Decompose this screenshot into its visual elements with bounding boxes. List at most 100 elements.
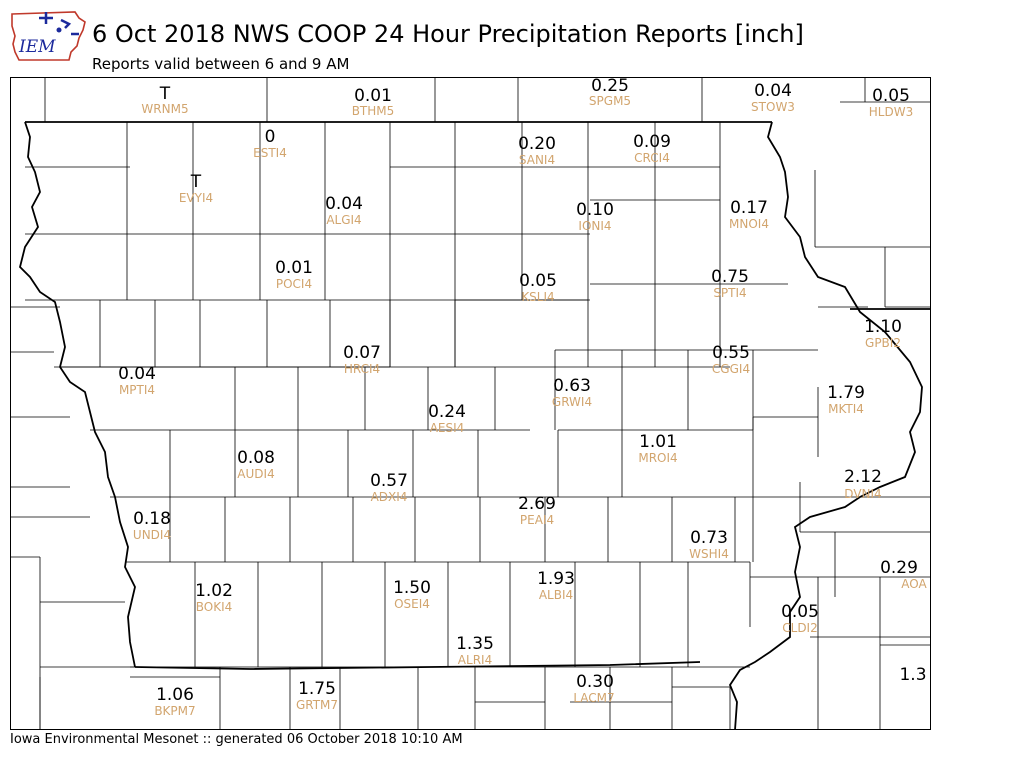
station-value: 1.35 — [456, 634, 494, 654]
station-value: 0.04 — [325, 194, 363, 214]
station-plot: 0 ESTI4 — [253, 127, 287, 160]
station-value: 0.73 — [690, 528, 728, 548]
station-id: GPBI2 — [865, 336, 901, 350]
station-plot: 0.25 SPGM5 — [589, 77, 631, 108]
station-value: 0.24 — [428, 402, 466, 422]
map-frame — [10, 77, 931, 730]
station-id: AOA — [901, 577, 927, 591]
station-value: 0.04 — [754, 81, 792, 101]
station-plot: 0.05 HLDW3 — [869, 86, 913, 119]
wind-dot-icon — [56, 27, 62, 33]
station-plot: 0.17 MNOI4 — [729, 198, 769, 231]
station-value: 0.05 — [781, 602, 819, 622]
iowa-south-border — [134, 661, 701, 670]
station-id: WSHI4 — [689, 547, 729, 561]
page-title: 6 Oct 2018 NWS COOP 24 Hour Precipitatio… — [92, 20, 804, 48]
station-id: SANI4 — [519, 153, 555, 167]
station-id: ALRI4 — [458, 653, 492, 667]
weather-icon — [39, 12, 79, 36]
station-value: 0.20 — [518, 134, 556, 154]
station-value: 0.09 — [633, 132, 671, 152]
station-value: 0.55 — [712, 343, 750, 363]
station-value: 0.01 — [354, 86, 392, 106]
station-id: ESTI4 — [253, 146, 287, 160]
station-id: HLDW3 — [869, 105, 913, 119]
station-value: 0.30 — [576, 672, 614, 692]
station-plot: 2.69 PEAI4 — [518, 494, 556, 527]
station-id: PEAI4 — [520, 513, 554, 527]
station-id: BTHM5 — [352, 104, 395, 118]
station-id: ALGI4 — [326, 213, 361, 227]
station-plot: 0.18 UNDI4 — [133, 509, 171, 542]
station-id: UNDI4 — [133, 528, 171, 542]
station-value: 1.01 — [639, 432, 677, 452]
station-value: 0.10 — [576, 200, 614, 220]
station-plot: 0.04 STOW3 — [751, 81, 795, 114]
iowa-west-border — [19, 121, 136, 668]
station-plot: T EVYI4 — [179, 172, 213, 205]
station-plot: 0.55 CGGI4 — [712, 343, 750, 376]
station-value: 0.07 — [343, 343, 381, 363]
station-plot: T WRNM5 — [141, 84, 188, 116]
station-plot: 0.07 HRCI4 — [343, 343, 381, 376]
station-id: SPTI4 — [713, 286, 746, 300]
station-plot: 0.57 ADXI4 — [370, 471, 408, 504]
precipitation-map: T WRNM5 0.01 BTHM5 0.25 SPGM5 0.04 STOW3… — [10, 77, 931, 730]
station-value: 0.17 — [730, 198, 768, 218]
station-value: 2.69 — [518, 494, 556, 514]
station-id: STOW3 — [751, 100, 795, 114]
station-plot: 0.04 MPTI4 — [118, 364, 156, 397]
logo-text: IEM — [18, 37, 56, 57]
station-plot: 0.73 WSHI4 — [689, 528, 729, 561]
station-value: 1.02 — [195, 581, 233, 601]
station-plot: 0.29 AOA — [880, 558, 927, 591]
station-id: WRNM5 — [141, 102, 188, 116]
mississippi-river — [728, 121, 923, 730]
station-value: 2.12 — [844, 467, 882, 487]
station-value: 0.63 — [553, 376, 591, 396]
station-plot: 1.10 GPBI2 — [864, 317, 902, 350]
station-id: BKPM7 — [154, 704, 195, 718]
station-value: 0.18 — [133, 509, 171, 529]
station-plot: 0.20 SANI4 — [518, 134, 556, 167]
station-plot: 0.75 SPTI4 — [711, 267, 749, 300]
station-plot: 1.35 ALRI4 — [456, 634, 494, 667]
station-plot: 0.08 AUDI4 — [237, 448, 275, 481]
state-lines — [19, 121, 930, 730]
page-subtitle: Reports valid between 6 and 9 AM — [92, 55, 350, 73]
station-plot: 1.50 OSEI4 — [393, 578, 431, 611]
station-plot: 1.93 ALBI4 — [537, 569, 575, 602]
station-plot: 0.63 GRWI4 — [552, 376, 592, 409]
station-id: AUDI4 — [237, 467, 274, 481]
station-plot: 0.24 AESI4 — [428, 402, 466, 435]
station-value: 1.75 — [298, 679, 336, 699]
iem-logo: IEM — [11, 11, 86, 61]
station-value: 0.04 — [118, 364, 156, 384]
station-plot: 1.75 GRTM7 — [296, 679, 338, 712]
station-plot: 0.09 CRCI4 — [633, 132, 671, 165]
station-id: EVYI4 — [179, 191, 213, 205]
station-id: GRWI4 — [552, 395, 592, 409]
station-plots: T WRNM5 0.01 BTHM5 0.25 SPGM5 0.04 STOW3… — [118, 77, 927, 718]
station-value: T — [159, 84, 171, 104]
station-id: CRCI4 — [634, 151, 670, 165]
station-plot: 0.01 BTHM5 — [352, 86, 395, 118]
station-value: T — [190, 172, 202, 192]
station-id: DVNI4 — [844, 487, 881, 501]
station-plot: 0.30 LACM7 — [573, 672, 614, 705]
station-id: MPTI4 — [119, 383, 155, 397]
station-value: 0.08 — [237, 448, 275, 468]
station-value: 1.50 — [393, 578, 431, 598]
station-plot: 1.79 MKTI4 — [827, 383, 865, 416]
footer-credit: Iowa Environmental Mesonet :: generated … — [10, 732, 463, 747]
station-id: KSLI4 — [521, 290, 554, 304]
station-value: 0.57 — [370, 471, 408, 491]
station-id: LACM7 — [573, 691, 614, 705]
station-value: 1.93 — [537, 569, 575, 589]
station-value: 1.3 — [899, 665, 926, 685]
station-value: 0.05 — [519, 271, 557, 291]
station-id: IONI4 — [578, 219, 611, 233]
station-id: MROI4 — [638, 451, 677, 465]
station-plot: 0.10 IONI4 — [576, 200, 614, 233]
station-plot: 0.05 CLDI2 — [781, 602, 819, 635]
